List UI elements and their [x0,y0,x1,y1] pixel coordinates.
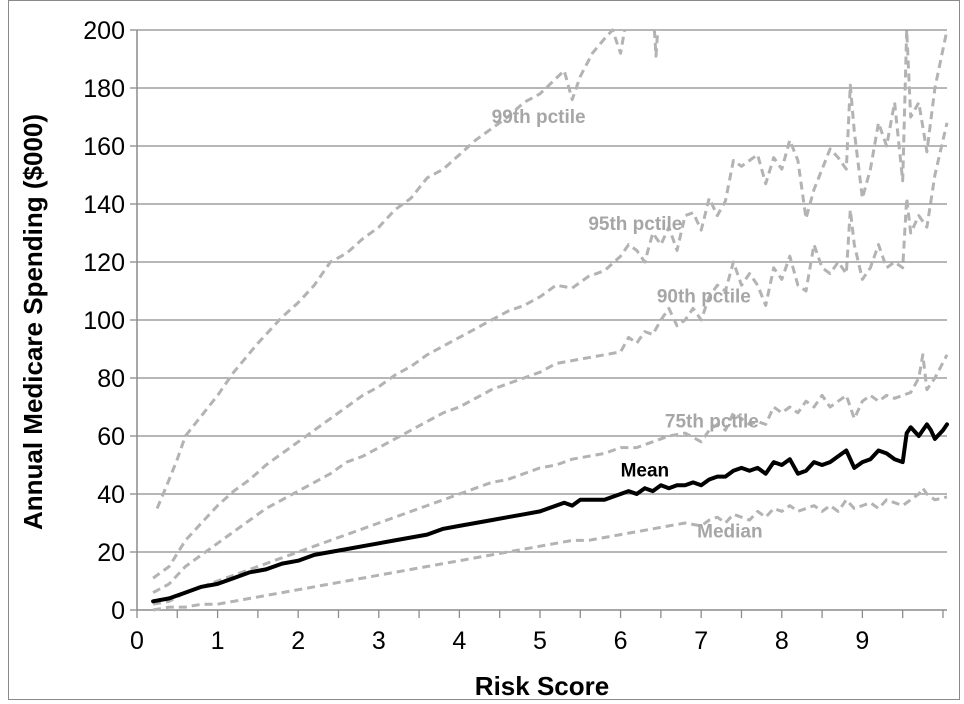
y-tick-label: 160 [83,133,125,161]
y-tick-label: 60 [97,423,125,451]
series-label-99th-pctile: 99th pctile [492,107,586,128]
x-tick-label: 9 [855,627,869,655]
series-line-75th-pctile [152,353,949,606]
chart-canvas: 0 20 40 60 80 100 120 140 160 180 200 0 1 2 3 4 5 6 7 8 9 99… [18,17,949,701]
chart-frame: 0 20 40 60 80 100 120 140 160 180 200 0 1 2 3 4 5 6 7 8 9 99… [8,0,960,701]
y-tick-label: 200 [83,17,125,45]
series-line-median [152,486,948,612]
x-tick-label: 3 [372,627,386,655]
y-tick-label: 0 [111,597,125,625]
series-labels: 99th pctile 95th pctile 90th pctile 75th pc… [492,107,763,543]
y-tick-label: 120 [83,249,125,277]
series-lines [151,28,949,612]
series-label-mean: Mean [621,461,670,482]
x-tick-label: 0 [130,627,144,655]
series-label-90th-pctile: 90th pctile [657,287,751,308]
x-tick-label: 8 [775,627,789,655]
y-tick-label: 40 [97,481,125,509]
x-tick-label: 2 [291,627,305,655]
x-tick-label: 4 [452,627,466,655]
y-tick-label: 140 [83,191,125,219]
x-axis-title: Risk Score [475,671,609,701]
axes: 0 20 40 60 80 100 120 140 160 180 200 0 1 2 3 4 5 6 7 8 9 [83,17,947,655]
y-tick-label: 100 [83,307,125,335]
x-tick-label: 6 [614,627,628,655]
y-tick-label: 20 [97,539,125,567]
series-line-mean [151,422,949,604]
series-label-75th-pctile: 75th pctile [665,411,759,432]
y-axis-title: Annual Medicare Spending ($000) [18,114,48,530]
x-tick-label: 7 [694,627,708,655]
series-label-95th-pctile: 95th pctile [588,214,682,235]
series-line-90th-pctile [152,122,949,594]
gridlines [137,29,947,553]
series-label-median: Median [697,522,762,543]
series-line-95th-pctile [152,28,949,580]
x-tick-label: 1 [211,627,225,655]
series-line-99th-pctile-segment [652,29,660,58]
y-tick-label: 180 [83,75,125,103]
y-tick-label: 80 [97,365,125,393]
x-tick-label: 5 [533,627,547,655]
series-line-99th-pctile [155,28,627,510]
